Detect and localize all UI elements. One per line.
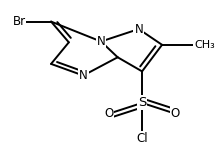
- Text: Br: Br: [12, 15, 26, 28]
- Text: S: S: [138, 96, 146, 109]
- Text: O: O: [104, 107, 113, 120]
- Text: N: N: [79, 69, 88, 82]
- Text: N: N: [97, 35, 105, 48]
- Text: Cl: Cl: [136, 132, 148, 145]
- Text: N: N: [134, 23, 143, 36]
- Text: O: O: [171, 107, 180, 120]
- Text: CH₃: CH₃: [194, 40, 215, 50]
